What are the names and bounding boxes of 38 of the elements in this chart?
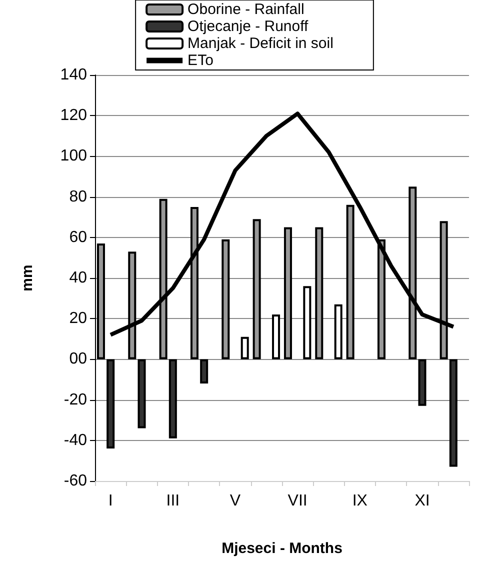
y-tick-label: 60 — [69, 228, 88, 246]
legend-label: ETo — [188, 52, 214, 69]
bar — [252, 219, 261, 360]
x-tick-label: III — [166, 492, 180, 510]
bar — [240, 336, 249, 360]
y-axis-title: mm — [19, 264, 36, 292]
legend-label: Manjak - Deficit in soil — [188, 35, 334, 52]
x-axis-title: Mjeseci - Months — [222, 540, 342, 557]
x-tick-label: XI — [414, 492, 430, 510]
x-tick-label: I — [108, 492, 113, 510]
x-tick-label: V — [230, 492, 241, 510]
y-tick-label: -60 — [64, 472, 88, 490]
bar — [138, 359, 146, 428]
y-tick-label: 00 — [69, 350, 88, 368]
bar — [200, 359, 208, 384]
bar — [284, 227, 292, 360]
y-tick-label: -40 — [64, 432, 88, 449]
legend-label: Otjecanje - Runoff — [188, 18, 310, 35]
bar — [334, 304, 342, 360]
y-tick-label: 40 — [69, 270, 88, 286]
y-tick-label: 140 — [60, 66, 88, 84]
x-tick-label: VII — [288, 492, 308, 510]
bar — [418, 359, 426, 406]
bar — [168, 359, 177, 438]
bar — [315, 227, 324, 360]
y-tick-label: 100 — [60, 148, 88, 165]
y-tick-label: 20 — [69, 310, 88, 328]
y-tick-label: -20 — [64, 391, 88, 408]
bar — [449, 359, 458, 467]
bar — [272, 314, 280, 360]
legend-label: Oborine - Rainfall — [188, 1, 304, 18]
bar — [303, 286, 312, 360]
y-tick-label: 80 — [69, 188, 88, 206]
bar — [106, 359, 115, 449]
y-tick-label: 120 — [60, 107, 88, 124]
bar — [346, 204, 354, 360]
x-tick-label: IX — [352, 492, 368, 510]
bar — [222, 239, 230, 360]
